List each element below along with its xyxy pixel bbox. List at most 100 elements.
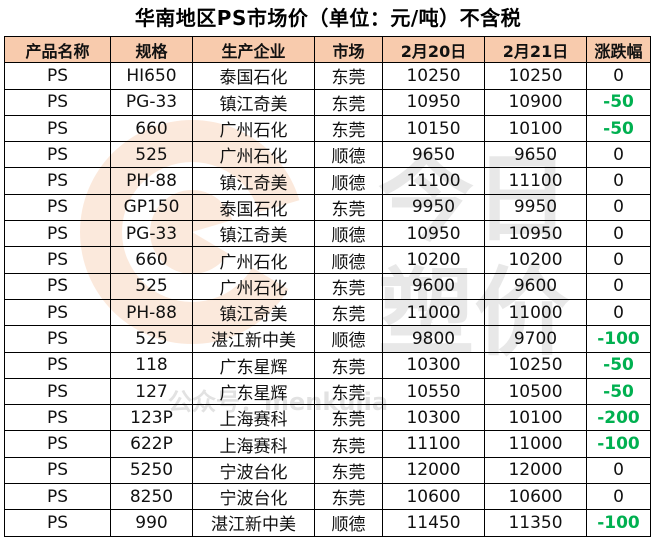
col-change-header: 涨跌幅 (586, 35, 651, 64)
spec-cell: 660 (110, 246, 193, 274)
market-cell: 顺德 (314, 325, 383, 353)
price-feb21-cell: 9950 (484, 193, 587, 222)
product-name-cell: PS (4, 193, 111, 222)
product-name-cell: PS (4, 325, 111, 353)
table-row: PS PG-33 镇江奇美 东莞 10950 10900 -50 (4, 88, 651, 116)
spec-cell: PG-33 (110, 220, 193, 248)
change-cell: -100 (586, 325, 651, 353)
spec-cell: 5250 (110, 456, 193, 485)
spec-cell: 525 (110, 141, 193, 169)
price-feb21-cell: 9600 (484, 272, 587, 300)
col-date1-header: 2月20日 (382, 35, 485, 64)
table-row: PS 990 湛江新中美 顺德 11450 11350 -100 (4, 509, 651, 537)
price-table: 产品名称 规格 生产企业 市场 2月20日 2月21日 涨跌幅 PS HI650 泰国石化 东莞 1… (4, 35, 651, 537)
market-cell: 东莞 (314, 298, 383, 327)
change-cell: -50 (586, 351, 651, 379)
producer-cell: 镇江奇美 (192, 167, 315, 195)
market-cell: 顺德 (314, 167, 383, 195)
price-feb20-cell: 9800 (382, 325, 485, 353)
producer-cell: 镇江奇美 (192, 88, 315, 116)
price-feb21-cell: 10200 (484, 246, 587, 274)
change-cell: -50 (586, 88, 651, 116)
producer-cell: 镇江奇美 (192, 220, 315, 248)
change-cell: 0 (586, 220, 651, 248)
product-name-cell: PS (4, 88, 111, 116)
producer-cell: 上海赛科 (192, 430, 315, 458)
product-name-cell: PS (4, 509, 111, 537)
price-feb21-cell: 10250 (484, 351, 587, 379)
table-row: PS 525 湛江新中美 顺德 9800 9700 -100 (4, 325, 651, 353)
table-body: PS HI650 泰国石化 东莞 10250 10250 0 PS PG-33 镇江奇美 东莞 109… (4, 62, 651, 537)
price-feb20-cell: 9650 (382, 141, 485, 169)
change-cell: 0 (586, 167, 651, 195)
change-cell: 0 (586, 246, 651, 274)
product-name-cell: PS (4, 430, 111, 458)
spec-cell: PG-33 (110, 88, 193, 116)
table-row: PS PH-88 镇江奇美 顺德 11100 11100 0 (4, 167, 651, 195)
producer-cell: 广州石化 (192, 246, 315, 274)
price-feb20-cell: 9600 (382, 272, 485, 300)
price-feb21-cell: 9650 (484, 141, 587, 169)
spec-cell: 118 (110, 351, 193, 379)
price-feb21-cell: 11350 (484, 509, 587, 537)
col-product-name-header: 产品名称 (4, 35, 111, 64)
table-row: PS 5250 宁波台化 东莞 12000 12000 0 (4, 456, 651, 485)
price-feb21-cell: 10250 (484, 62, 587, 90)
market-cell: 顺德 (314, 220, 383, 248)
price-feb20-cell: 10550 (382, 377, 485, 406)
product-name-cell: PS (4, 377, 111, 406)
table-row: PS 660 广州石化 东莞 10150 10100 -50 (4, 114, 651, 143)
producer-cell: 泰国石化 (192, 62, 315, 90)
market-cell: 顺德 (314, 141, 383, 169)
price-feb20-cell: 11100 (382, 430, 485, 458)
page-title: 华南地区PS市场价（单位：元/吨）不含税 (134, 6, 522, 30)
producer-cell: 泰国石化 (192, 193, 315, 222)
col-producer-header: 生产企业 (192, 35, 315, 64)
spec-cell: 990 (110, 509, 193, 537)
change-cell: 0 (586, 272, 651, 300)
col-date2-header: 2月21日 (484, 35, 587, 64)
price-feb21-cell: 10100 (484, 114, 587, 143)
producer-cell: 湛江新中美 (192, 325, 315, 353)
spec-cell: 123P (110, 404, 193, 432)
change-cell: 0 (586, 298, 651, 327)
price-feb20-cell: 11000 (382, 298, 485, 327)
spec-cell: PH-88 (110, 167, 193, 195)
price-feb21-cell: 10600 (484, 483, 587, 511)
market-cell: 东莞 (314, 272, 383, 300)
col-spec-header: 规格 (110, 35, 193, 64)
change-cell: 0 (586, 193, 651, 222)
table-row: PS HI650 泰国石化 东莞 10250 10250 0 (4, 62, 651, 90)
change-cell: 0 (586, 483, 651, 511)
price-feb20-cell: 10200 (382, 246, 485, 274)
product-name-cell: PS (4, 404, 111, 432)
price-feb20-cell: 12000 (382, 456, 485, 485)
change-cell: -100 (586, 430, 651, 458)
price-feb21-cell: 11000 (484, 298, 587, 327)
price-feb20-cell: 10950 (382, 88, 485, 116)
product-name-cell: PS (4, 298, 111, 327)
price-feb21-cell: 10500 (484, 377, 587, 406)
product-name-cell: PS (4, 220, 111, 248)
table-row: PS GP150 泰国石化 东莞 9950 9950 0 (4, 193, 651, 222)
spec-cell: 525 (110, 325, 193, 353)
price-feb21-cell: 9700 (484, 325, 587, 353)
product-name-cell: PS (4, 62, 111, 90)
change-cell: 0 (586, 456, 651, 485)
market-cell: 东莞 (314, 88, 383, 116)
price-feb20-cell: 10150 (382, 114, 485, 143)
spec-cell: 127 (110, 377, 193, 406)
product-name-cell: PS (4, 272, 111, 300)
producer-cell: 上海赛科 (192, 404, 315, 432)
producer-cell: 广州石化 (192, 272, 315, 300)
market-cell: 东莞 (314, 377, 383, 406)
market-cell: 东莞 (314, 404, 383, 432)
producer-cell: 湛江新中美 (192, 509, 315, 537)
product-name-cell: PS (4, 141, 111, 169)
price-feb20-cell: 11100 (382, 167, 485, 195)
producer-cell: 镇江奇美 (192, 298, 315, 327)
spec-cell: PH-88 (110, 298, 193, 327)
market-cell: 东莞 (314, 114, 383, 143)
table-row: PS 660 广州石化 顺德 10200 10200 0 (4, 246, 651, 274)
producer-cell: 广州石化 (192, 141, 315, 169)
